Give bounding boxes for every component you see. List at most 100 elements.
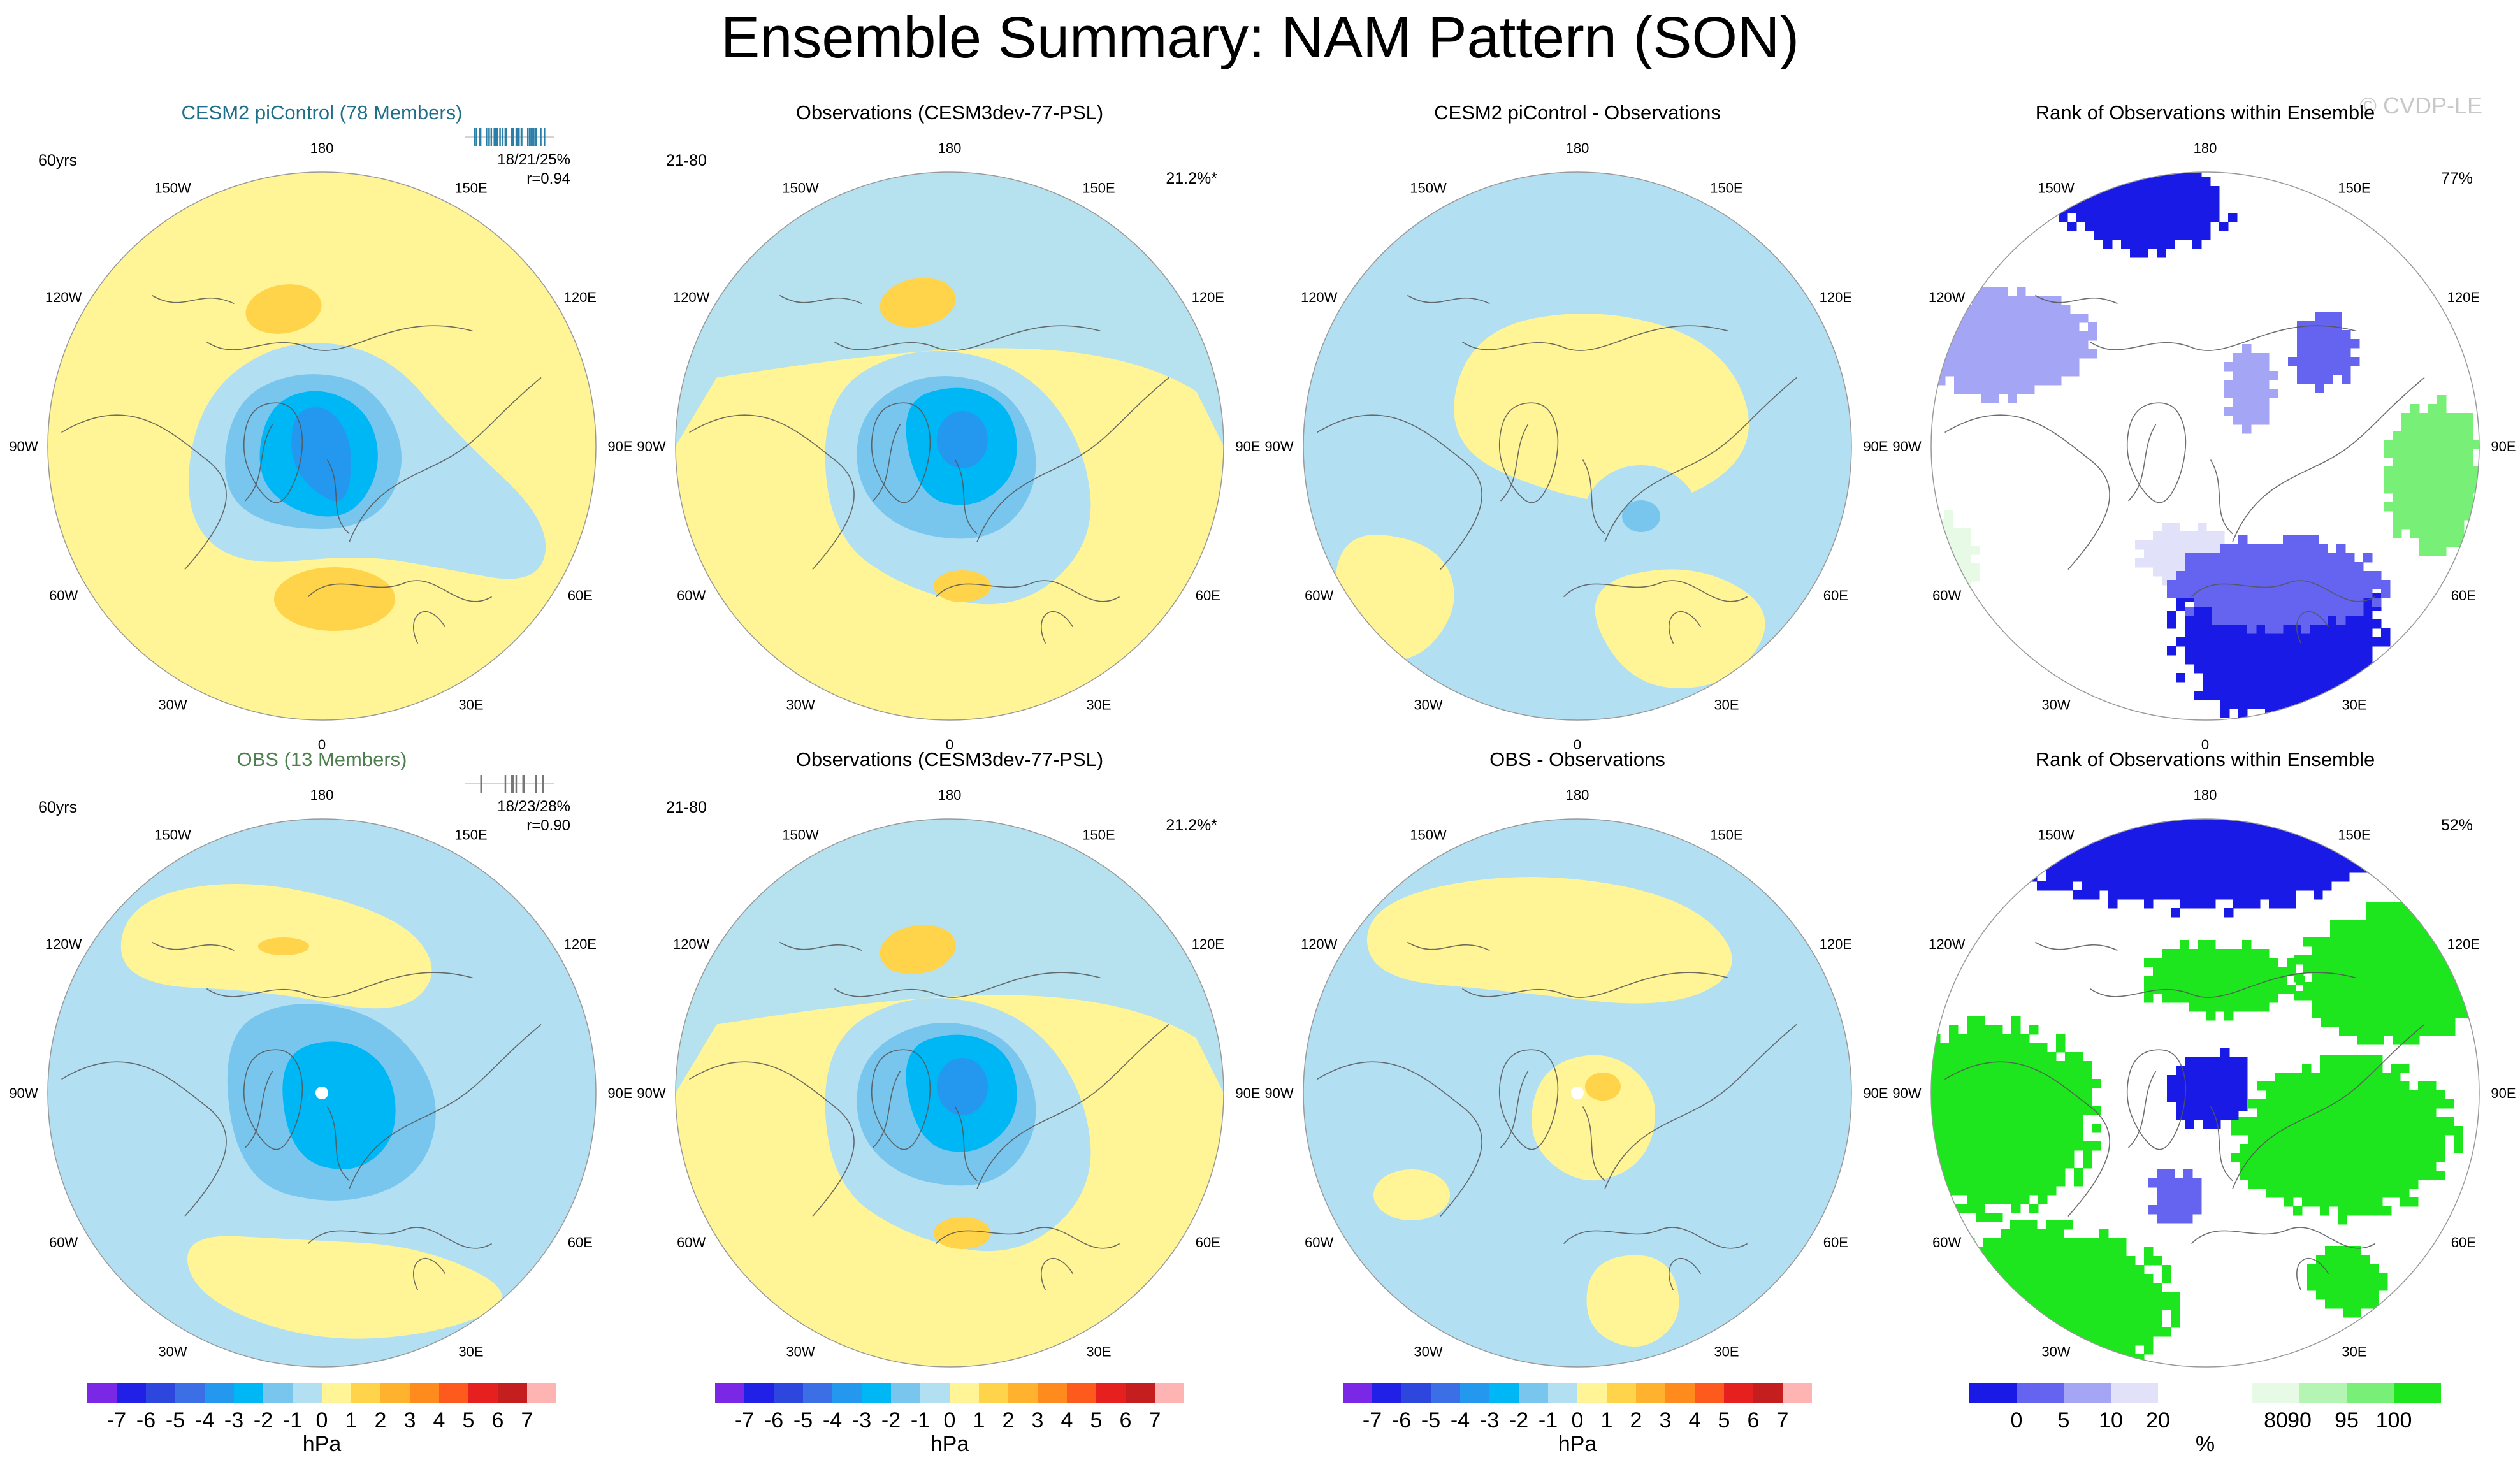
colorbar-tick-label: -5 <box>166 1408 185 1433</box>
coastline-segment <box>2128 1071 2157 1148</box>
rank-colorbar: 0 5 10 20 80 90 95 100% <box>1969 1383 2441 1456</box>
lon-label: 90W <box>1264 1085 1293 1101</box>
panel-title: CESM2 piControl (78 Members) <box>181 101 462 124</box>
colorbar-tick-label: 4 <box>1061 1408 1073 1433</box>
colorbar-tick-label: -6 <box>764 1408 783 1433</box>
coastline-segment <box>61 1061 227 1217</box>
lon-label: 150E <box>2338 180 2370 196</box>
lon-label: 0 <box>2201 737 2209 753</box>
lon-label: 90E <box>1863 438 1888 454</box>
coastline-segment <box>2210 459 2233 535</box>
colorbar-tick-label: 4 <box>1689 1408 1701 1433</box>
coastline-segment <box>873 1071 901 1148</box>
colorbar-tick-label: 1 <box>1601 1408 1613 1433</box>
pole-marker <box>1571 1087 1584 1099</box>
colorbar-unit: hPa <box>303 1432 342 1456</box>
coastline-segment <box>2034 941 2118 951</box>
colorbar-tick-label: 0 <box>2011 1408 2023 1433</box>
colorbar-tick-label: -5 <box>793 1408 813 1433</box>
colorbar-swatch <box>410 1383 439 1403</box>
colorbar-swatch <box>380 1383 410 1403</box>
lon-label: 90E <box>607 438 632 454</box>
colorbar-swatch <box>1460 1383 1489 1403</box>
coastline-segment <box>1041 1258 1074 1290</box>
coastline-segment <box>2089 972 2356 998</box>
colorbar-swatch <box>1096 1383 1126 1403</box>
coastline-segment <box>1669 1258 1702 1290</box>
rank-field <box>1931 819 2479 1367</box>
colorbar-swatch <box>1548 1383 1577 1403</box>
coastline-segment <box>1944 1061 2110 1217</box>
coastline-segment <box>151 941 235 951</box>
lon-label: 60W <box>1932 588 1961 603</box>
panel-title: CESM2 piControl - Observations <box>1434 101 1721 124</box>
colorbar-swatch <box>87 1383 117 1403</box>
positive-region-atlantic <box>934 570 991 602</box>
lon-label: 150E <box>1082 180 1115 196</box>
colorbar-swatch <box>2158 1383 2205 1403</box>
colorbar-tick-label: 0 <box>1572 1408 1584 1433</box>
colorbar-tick-label: 4 <box>433 1408 445 1433</box>
panel-title: OBS (13 Members) <box>236 748 407 770</box>
lon-label: 120E <box>1820 289 1852 305</box>
panel-correlation-label: r=0.94 <box>526 170 570 187</box>
coastline-segment <box>206 325 473 351</box>
coastline-segment <box>245 1071 273 1148</box>
coastlines <box>61 294 542 644</box>
colorbar-tick-label: -3 <box>1480 1408 1499 1433</box>
colorbar-swatch <box>117 1383 146 1403</box>
colorbar-swatch <box>715 1383 744 1403</box>
colorbar-swatch <box>527 1383 556 1403</box>
coastline-segment <box>1317 414 1482 570</box>
lon-label: 30E <box>2342 1343 2366 1359</box>
colorbar-tick-label: -3 <box>852 1408 871 1433</box>
panel-percent-label: 21.2%* <box>1166 170 1217 187</box>
colorbar-swatch <box>1724 1383 1753 1403</box>
lon-label: 150W <box>782 180 819 196</box>
lon-label: 60W <box>49 1234 78 1250</box>
lon-label: 0 <box>1574 737 1581 753</box>
lon-label: 120W <box>1929 936 1966 952</box>
colorbar-swatch <box>920 1383 950 1403</box>
coastline-segment <box>954 1106 978 1182</box>
colorbar-tick-label: 3 <box>404 1408 416 1433</box>
coastlines <box>689 941 1169 1290</box>
lon-label: 90W <box>9 1085 38 1101</box>
lon-label: 180 <box>1566 787 1589 803</box>
colorbar-tick-label: 6 <box>1120 1408 1132 1433</box>
lon-label: 120E <box>1192 936 1224 952</box>
coastline-segment <box>1461 325 1728 351</box>
map-panel: CESM2 piControl - Observations 180 150E 120… <box>1264 101 1888 753</box>
coastline-segment <box>151 294 235 305</box>
lon-label: 60W <box>49 588 78 603</box>
lon-label: 60E <box>1823 588 1848 603</box>
lon-label: 30E <box>458 1343 483 1359</box>
colorbar-tick-label: -2 <box>1509 1408 1528 1433</box>
map-border <box>1303 818 1852 1368</box>
panel-percent-label: 21.2%* <box>1166 816 1217 834</box>
coastline-segment <box>1500 424 1529 502</box>
coastline-segment <box>307 1227 493 1249</box>
colorbar-swatch <box>468 1383 498 1403</box>
polar-map <box>675 818 1224 1368</box>
greenland-outline <box>243 1049 303 1150</box>
lon-label: 30W <box>158 697 187 712</box>
watermark: © CVDP-LE <box>2359 92 2482 119</box>
coastline-segment <box>1500 1071 1529 1148</box>
lon-label: 150W <box>1410 827 1447 843</box>
colorbar-swatch <box>744 1383 774 1403</box>
coastline-segment <box>689 414 855 570</box>
colorbar-tick-label: 3 <box>1032 1408 1044 1433</box>
lon-label: 60W <box>677 1234 706 1250</box>
rank-high-siberia <box>2231 1055 2463 1225</box>
colorbar-tick-label: -1 <box>911 1408 930 1433</box>
coastline-segment <box>834 972 1101 998</box>
colorbar-tick-label: 95 <box>2335 1408 2359 1433</box>
map-border <box>1303 171 1852 721</box>
coastline-segment <box>349 377 542 542</box>
colorbar-swatch <box>1489 1383 1519 1403</box>
colorbar-tick-label: -5 <box>1421 1408 1440 1433</box>
colorbar-swatch <box>1969 1383 2017 1403</box>
polar-map <box>1303 818 1852 1368</box>
coastline-segment <box>2191 580 2376 602</box>
